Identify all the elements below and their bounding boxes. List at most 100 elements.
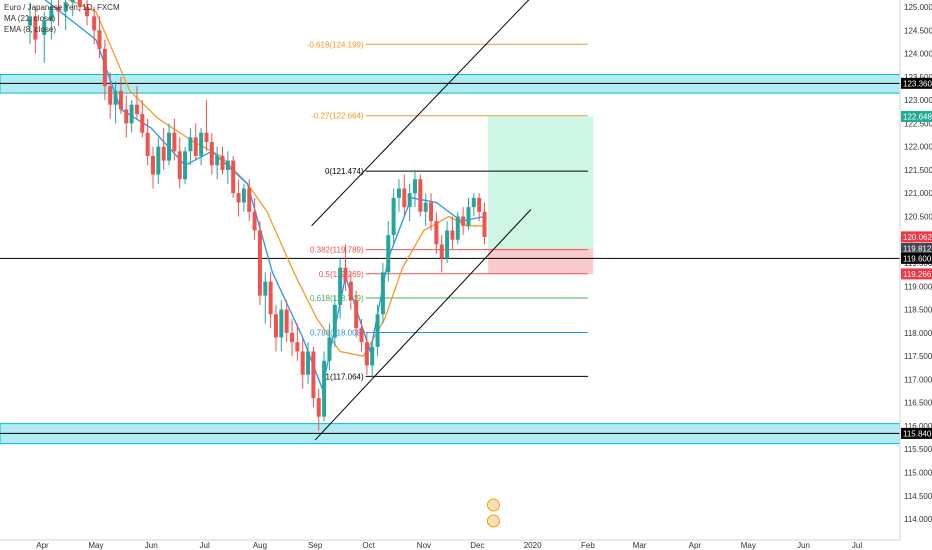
legend-ema: EMA (8, close) [4,25,57,34]
candle-body [348,281,353,301]
candle-body [161,146,166,161]
y-tick-label: 124.500 [904,26,932,35]
fib-level-label: 0(121.474) [325,167,364,176]
y-tick-label: 123.500 [904,73,932,82]
price-tag [901,242,932,254]
candle-body [199,132,204,156]
candle-body [209,141,214,166]
y-tick-label: 119.000 [904,282,932,291]
price-tag-label: 119.812 [903,244,932,253]
x-tick-label: Jul [200,541,210,550]
price-tag-label: 115.840 [903,429,932,438]
candle-body [273,314,278,338]
price-tag-label: 123.360 [903,79,932,88]
candle-body [257,230,262,296]
candle-body [380,272,385,315]
candle-body [413,179,418,194]
candle-body [295,342,300,352]
ma-line [67,0,485,357]
candle-body [391,197,396,236]
fib-level-label: 0.618(118.749) [310,294,364,303]
y-tick-label: 118.000 [904,329,932,338]
candle-body [343,267,348,282]
channel-line-upper [311,0,530,227]
candle-body [252,211,257,231]
y-tick-label: 114.000 [904,515,932,524]
candle-body [33,16,38,40]
candle-body [402,188,407,208]
candle-body [354,300,359,329]
price-tag-label: 120.062 [903,233,932,242]
candle-body [204,132,209,142]
fib-level-label: 0.786(118.008) [310,328,364,337]
fib-level-label: -0.618(124.199) [307,40,364,49]
candle-body [445,230,450,259]
candle-body [450,230,455,240]
candle-body [322,360,327,417]
x-tick-label: Jul [852,541,862,550]
candle-body [241,188,246,203]
x-tick-label: Jun [145,541,158,550]
x-tick-label: Nov [417,541,431,550]
legend-symbol: Euro / Japanese Yen, 1D, FXCM [4,3,120,12]
candle-body [118,90,123,110]
y-tick-label: 121.500 [904,166,932,175]
candle-body [145,132,150,156]
y-tick-label: 115.000 [904,469,932,478]
candle-body [177,151,182,180]
candle-body [338,267,343,305]
x-tick-label: Jun [797,541,810,550]
candle-body [386,235,391,273]
candle-body [85,6,90,17]
y-tick-label: 115.500 [904,445,932,454]
fib-level-label: -0.27(122.664) [311,112,364,121]
x-tick-label: Oct [362,541,375,550]
x-tick-label: Dec [470,541,484,550]
candle-body [188,137,193,152]
price-tag-label: 119.266 [903,270,932,279]
candle-body [418,179,423,212]
y-tick-label: 116.500 [904,399,932,408]
candle-body [97,30,102,49]
candle-body [183,151,188,180]
candle-body [150,155,155,175]
x-tick-label: May [741,541,756,550]
candle-body [247,188,252,212]
candle-body [124,109,129,124]
y-tick-label: 114.500 [904,492,932,501]
price-tag [901,110,932,122]
candle-body [140,114,145,133]
candle-body [77,0,82,7]
candle-body [375,314,380,347]
candle-body [28,16,32,26]
candle-body [461,216,466,226]
candle-body [279,309,284,338]
y-tick-label: 117.500 [904,352,932,361]
y-tick-label: 122.500 [904,119,932,128]
candle-body [193,137,198,156]
candle-body [300,351,305,375]
candle-body [70,0,75,3]
x-tick-label: Aug [253,541,267,550]
candle-body [439,244,444,259]
candle-body [56,6,61,12]
x-tick-label: Sep [308,541,323,550]
candle-body [49,6,54,21]
candle-body [370,346,375,366]
candle-body [220,155,225,170]
price-tag [901,427,932,439]
loss-zone [488,248,594,274]
legend-ma: MA (21, close) [4,14,56,23]
price-tag-label: 122.648 [903,112,932,121]
candle-body [129,104,134,124]
price-tag [901,77,932,89]
channel-line-lower [314,209,532,441]
y-tick-label: 124.000 [904,50,932,59]
candle-body [477,197,482,212]
candle-body [429,202,434,222]
candle-body [316,398,321,417]
y-tick-label: 118.500 [904,306,932,315]
x-tick-label: May [88,541,103,550]
candle-body [466,207,471,226]
